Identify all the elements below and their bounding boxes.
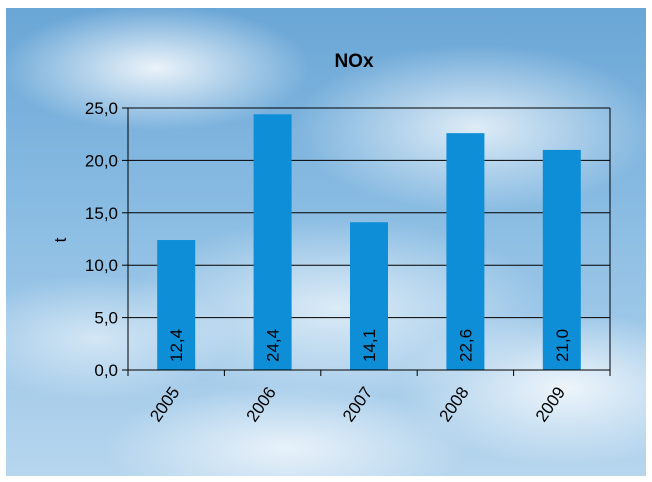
bar-2008 — [446, 133, 485, 370]
x-ticks: 2005 2006 2007 2008 2009 — [127, 370, 611, 425]
bar-2007 — [350, 222, 388, 370]
bars: 12,4 24,4 14,1 22,6 21,0 — [157, 114, 581, 371]
y-axis-label: t — [51, 237, 70, 242]
x-tick-label: 2005 — [146, 383, 183, 425]
axes — [127, 108, 611, 371]
x-tick-label: 2007 — [339, 383, 376, 425]
y-tick-label: 0,0 — [94, 361, 118, 380]
chart-title: NOx — [334, 51, 374, 72]
bar-2006 — [253, 114, 292, 371]
y-tick-label: 25,0 — [85, 99, 118, 118]
y-tick-label: 10,0 — [85, 256, 118, 275]
y-tick-label: 5,0 — [94, 309, 118, 328]
y-ticks: 0,0 5,0 10,0 15,0 20,0 25,0 — [85, 99, 128, 380]
sky-background — [6, 8, 646, 476]
data-label: 24,4 — [264, 329, 283, 362]
y-tick-label: 20,0 — [85, 151, 118, 170]
x-tick-label: 2006 — [243, 383, 280, 425]
x-tick-label: 2009 — [532, 383, 569, 425]
data-label: 14,1 — [360, 329, 379, 362]
y-tick-label: 15,0 — [85, 204, 118, 223]
data-label: 22,6 — [456, 329, 475, 362]
bar-2009 — [542, 149, 581, 370]
x-tick-label: 2008 — [435, 383, 472, 425]
data-label: 12,4 — [167, 329, 186, 362]
bar-2005 — [157, 240, 196, 370]
data-label: 21,0 — [553, 329, 572, 362]
